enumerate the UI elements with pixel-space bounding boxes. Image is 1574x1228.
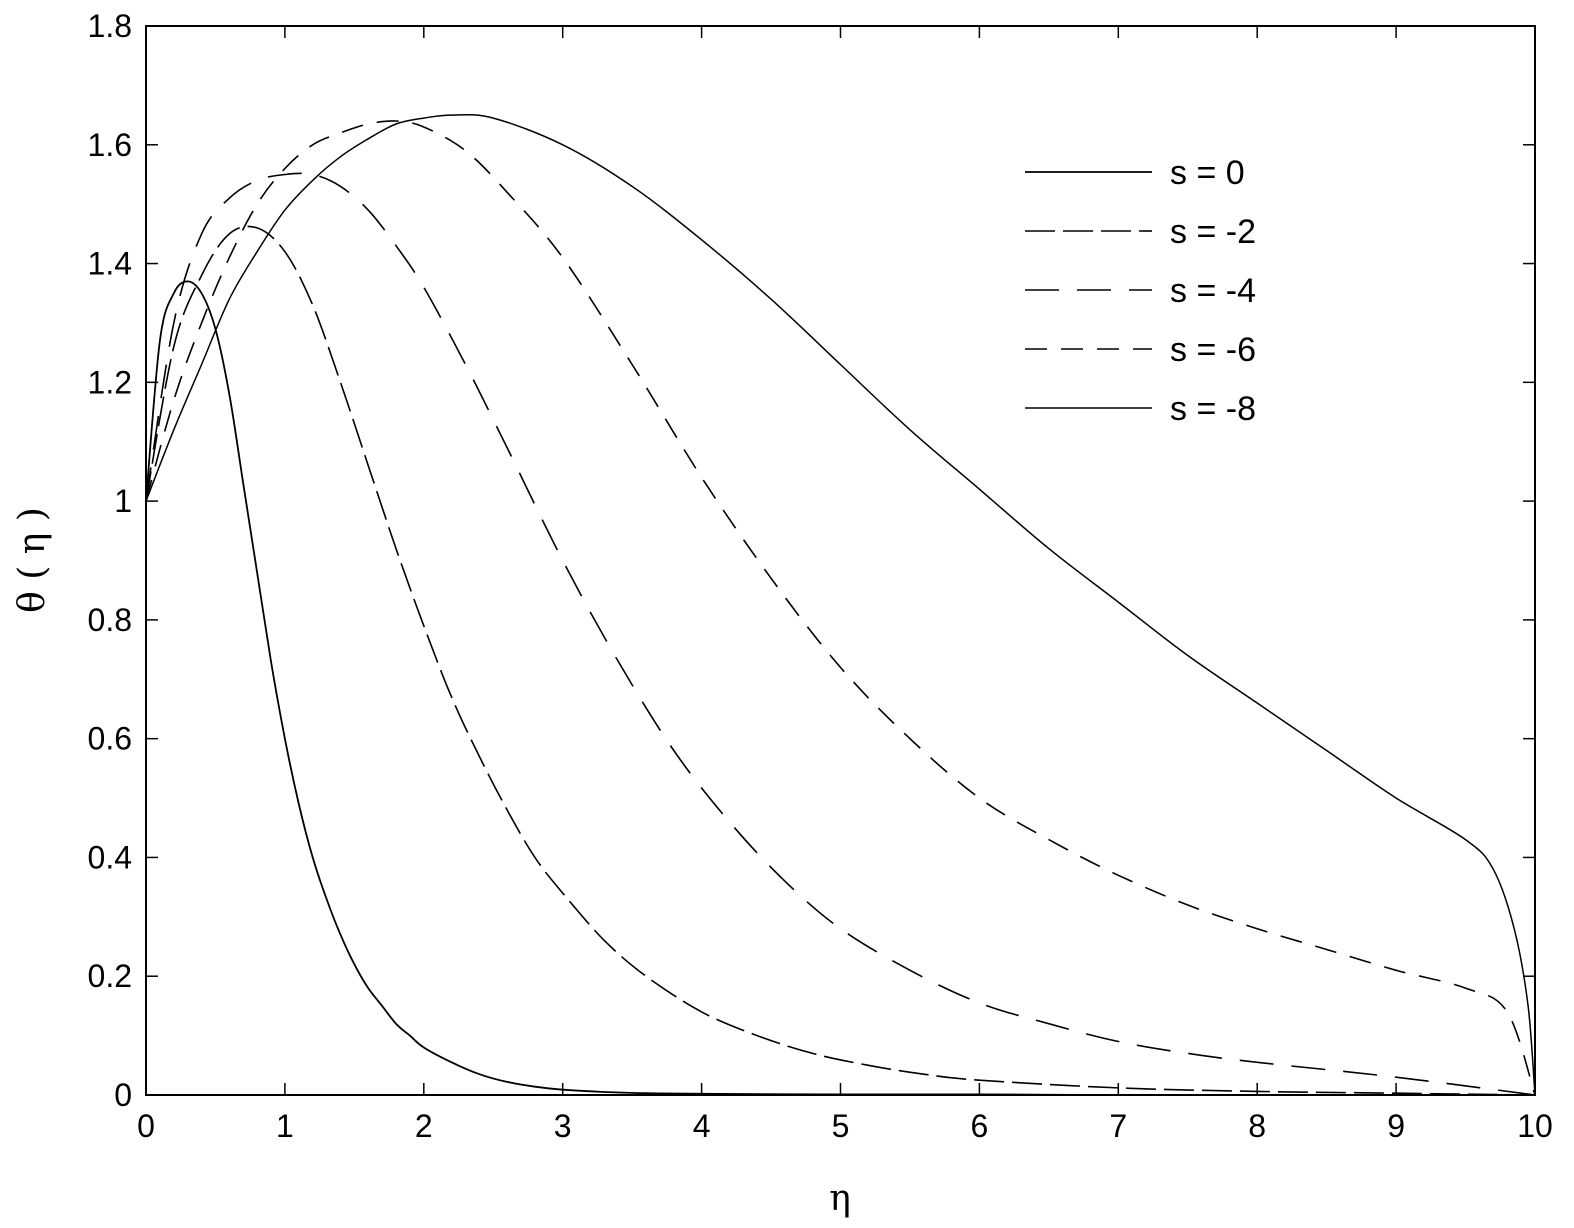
x-tick-label: 5	[832, 1108, 850, 1144]
x-tick-label: 0	[137, 1108, 155, 1144]
x-tick-label: 8	[1248, 1108, 1266, 1144]
legend-label: s = -6	[1170, 331, 1256, 369]
x-tick-label: 6	[971, 1108, 989, 1144]
y-tick-labels: 0 0.2 0.4 0.6 0.8 1 1.2 1.4 1.6 1.8	[88, 8, 132, 1113]
y-tick-label: 1.6	[88, 127, 132, 163]
y-tick-label: 0.4	[88, 839, 132, 875]
series-line-1	[145, 225, 1536, 1096]
y-tick-label: 1.2	[88, 364, 132, 400]
y-tick-label: 0.2	[88, 958, 132, 994]
axis-ticks	[145, 25, 1536, 1096]
legend-label: s = -8	[1170, 390, 1256, 428]
series-line-0	[145, 280, 1535, 1096]
y-axis-title: θ ( η )	[12, 507, 53, 613]
x-tick-label: 2	[415, 1108, 433, 1144]
x-tick-label: 10	[1517, 1108, 1553, 1144]
series-lines	[145, 113, 1536, 1096]
x-tick-label: 1	[276, 1108, 294, 1144]
x-tick-label: 3	[554, 1108, 572, 1144]
y-tick-label: 0	[114, 1077, 132, 1113]
legend-label: s = 0	[1170, 154, 1245, 192]
y-tick-label: 0.8	[88, 602, 132, 638]
plot-frame	[145, 25, 1536, 1096]
y-tick-label: 0.6	[88, 721, 132, 757]
y-tick-label: 1.4	[88, 246, 132, 282]
x-tick-label: 7	[1109, 1108, 1127, 1144]
series-line-2	[145, 172, 1536, 1096]
series-line-4	[145, 113, 1536, 1096]
legend-label: s = -4	[1170, 272, 1256, 310]
legend-label: s = -2	[1170, 213, 1256, 251]
y-tick-label: 1.8	[88, 8, 132, 44]
x-axis-title: η	[829, 1178, 851, 1219]
x-tick-label: 9	[1387, 1108, 1405, 1144]
x-tick-label: 4	[693, 1108, 711, 1144]
legend: s = 0 s = -2 s = -4 s = -6 s = -8	[1025, 154, 1256, 428]
y-tick-label: 1	[114, 483, 132, 519]
x-tick-labels: 0 1 2 3 4 5 6 7 8 9 10	[137, 1108, 1553, 1144]
series-line-3	[145, 120, 1536, 1096]
